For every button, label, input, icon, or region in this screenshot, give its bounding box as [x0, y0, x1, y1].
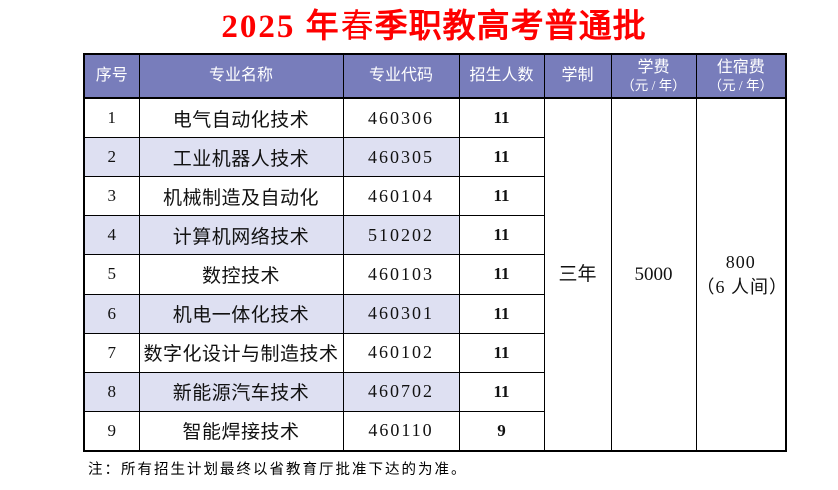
seq-cell: 6	[83, 293, 140, 334]
title-year-part: 2025 年	[221, 9, 341, 45]
accommodation-room-type: （6 人间）	[696, 276, 786, 297]
header-tuition-unit: （元 / 年）	[621, 77, 686, 93]
header-major-code: 专业代码	[342, 53, 460, 99]
header-duration: 学制	[543, 53, 612, 99]
table-row: 3 机械制造及自动化 460104 11	[83, 176, 786, 217]
header-accommodation: 住宿费 （元 / 年）	[695, 53, 787, 99]
seq-cell: 3	[83, 176, 140, 217]
table-row: 1 电气自动化技术 460306 11 三年 5000 800 （6 人间）	[83, 97, 787, 452]
seq-cell: 8	[83, 371, 140, 412]
table-row: 7 数字化设计与制造技术 460102 11	[83, 332, 786, 373]
major-code-cell: 460306	[342, 97, 460, 139]
major-name-cell: 新能源汽车技术	[138, 371, 344, 412]
footnote: 注：所有招生计划最终以省教育厅批准下达的为准。	[88, 462, 468, 478]
enrollment-count-cell: 11	[458, 371, 545, 412]
accommodation-merged-cell: 800 （6 人间）	[695, 97, 787, 452]
header-tuition-label: 学费	[637, 58, 670, 76]
table-row: 2 工业机器人技术 460305 11	[83, 137, 786, 178]
enrollment-count-cell: 11	[458, 97, 545, 139]
major-code-cell: 460702	[342, 371, 460, 412]
header-row: 序号 专业名称 专业代码 招生人数 学制 学费 （元 / 年） 住宿费 （元 / 年…	[83, 53, 787, 99]
header-tuition: 学费 （元 / 年）	[610, 53, 697, 99]
major-name-cell: 机电一体化技术	[138, 293, 344, 334]
accommodation-fee: 800	[725, 252, 756, 273]
enrollment-count-cell: 11	[458, 176, 545, 217]
seq-cell: 4	[83, 215, 140, 256]
tuition-merged-cell: 5000	[610, 97, 697, 452]
enrollment-count-cell: 11	[458, 137, 545, 178]
major-code-cell: 460104	[342, 176, 460, 217]
major-name-cell: 计算机网络技术	[138, 215, 344, 256]
major-name-cell: 智能焊接技术	[138, 410, 344, 452]
header-accommodation-unit: （元 / 年）	[708, 77, 773, 93]
table-row: 4 计算机网络技术 510202 11	[83, 215, 786, 256]
major-name-cell: 机械制造及自动化	[138, 176, 344, 217]
major-name-cell: 工业机器人技术	[138, 137, 344, 178]
header-accommodation-label: 住宿费	[716, 58, 765, 76]
seq-cell: 2	[83, 137, 140, 178]
admission-plan-table: 序号 专业名称 专业代码 招生人数 学制 学费 （元 / 年） 住宿费 （元 / 年…	[83, 53, 787, 452]
duration-merged-cell: 三年	[543, 97, 612, 452]
title-batch-part: 季职教高考普通批	[374, 7, 647, 44]
seq-cell: 1	[83, 97, 140, 139]
header-seq: 序号	[83, 53, 140, 99]
enrollment-count-cell: 11	[458, 254, 545, 295]
title-spring-char: 春	[340, 9, 375, 45]
enrollment-count-cell: 11	[458, 332, 545, 373]
table-row: 6 机电一体化技术 460301 11	[83, 293, 786, 334]
table-row: 5 数控技术 460103 11	[83, 254, 786, 295]
table-row: 9 智能焊接技术 460110 9	[83, 410, 786, 452]
major-code-cell: 460103	[342, 254, 460, 295]
seq-cell: 9	[83, 410, 140, 452]
major-name-cell: 电气自动化技术	[138, 97, 344, 139]
seq-cell: 7	[83, 332, 140, 373]
major-code-cell: 460102	[342, 332, 460, 373]
header-enrollment: 招生人数	[458, 53, 545, 99]
major-code-cell: 460110	[342, 410, 460, 452]
header-major-name: 专业名称	[138, 53, 344, 99]
major-name-cell: 数控技术	[138, 254, 344, 295]
enrollment-count-cell: 11	[458, 215, 545, 256]
enrollment-count-cell: 9	[458, 410, 545, 452]
page-title: 2025 年春季职教高考普通批	[83, 4, 785, 49]
major-code-cell: 510202	[342, 215, 460, 256]
major-code-cell: 460305	[342, 137, 460, 178]
major-name-cell: 数字化设计与制造技术	[138, 332, 344, 373]
seq-cell: 5	[83, 254, 140, 295]
major-code-cell: 460301	[342, 293, 460, 334]
enrollment-count-cell: 11	[458, 293, 545, 334]
table-row: 8 新能源汽车技术 460702 11	[83, 371, 786, 412]
